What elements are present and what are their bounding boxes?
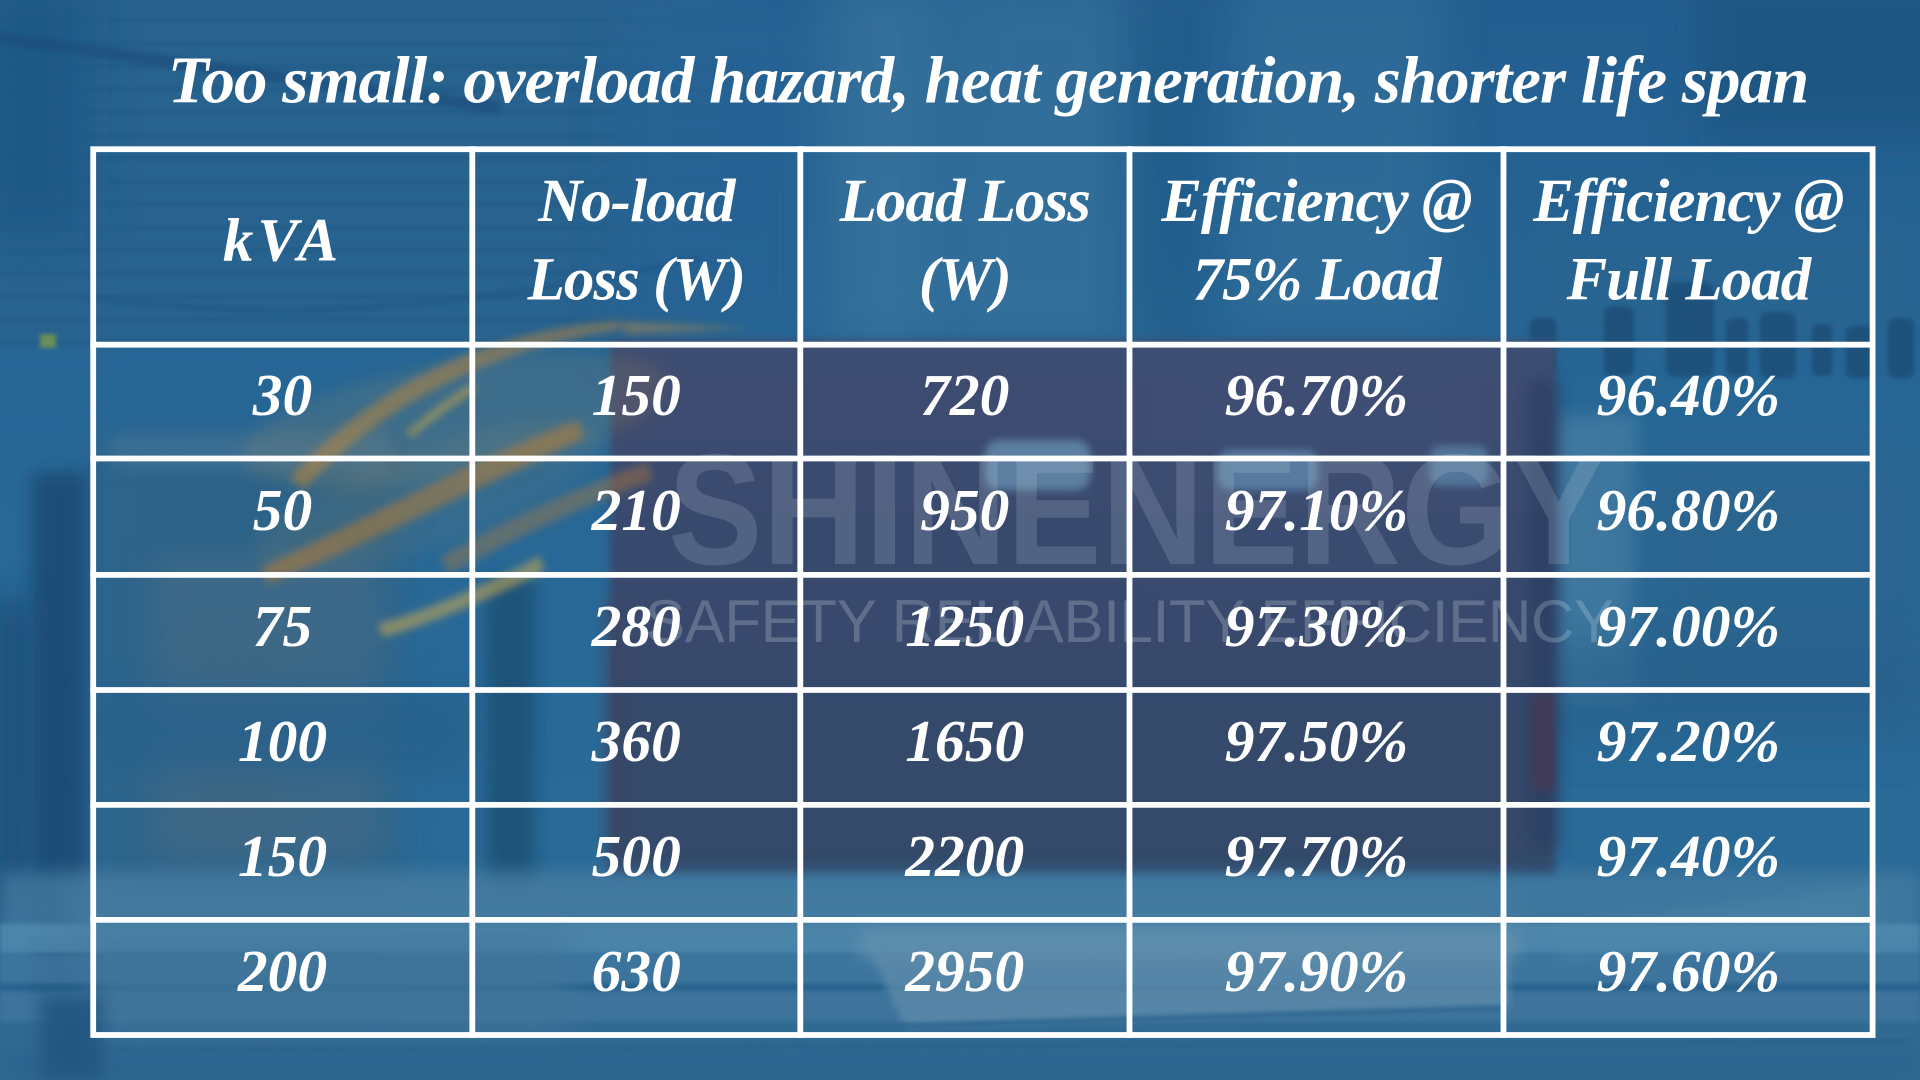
svg-text:1250: 1250 bbox=[905, 593, 1024, 659]
svg-text:150: 150 bbox=[592, 362, 681, 428]
svg-text:97.30%: 97.30% bbox=[1225, 593, 1408, 659]
svg-text:50: 50 bbox=[253, 477, 313, 543]
svg-text:75: 75 bbox=[253, 593, 313, 659]
svg-text:Load Loss: Load Loss bbox=[839, 168, 1090, 235]
svg-text:2200: 2200 bbox=[904, 823, 1024, 889]
svg-text:Full Load: Full Load bbox=[1566, 247, 1813, 314]
svg-text:97.90%: 97.90% bbox=[1225, 938, 1408, 1004]
svg-text:30: 30 bbox=[252, 362, 313, 428]
svg-text:97.20%: 97.20% bbox=[1597, 708, 1780, 774]
svg-text:150: 150 bbox=[238, 823, 327, 889]
svg-text:SHINENERGY: SHINENERGY bbox=[668, 422, 1606, 598]
svg-text:No-load: No-load bbox=[537, 168, 737, 235]
svg-text:950: 950 bbox=[920, 477, 1009, 543]
svg-text:630: 630 bbox=[592, 938, 681, 1004]
svg-text:96.80%: 96.80% bbox=[1597, 477, 1780, 543]
svg-text:2950: 2950 bbox=[904, 938, 1024, 1004]
svg-text:Too small: overload hazard, he: Too small: overload hazard, heat generat… bbox=[168, 44, 1808, 118]
svg-text:280: 280 bbox=[591, 593, 681, 659]
svg-text:Loss (W): Loss (W) bbox=[527, 247, 745, 314]
svg-text:(W): (W) bbox=[919, 247, 1011, 314]
svg-text:500: 500 bbox=[592, 823, 681, 889]
svg-text:97.60%: 97.60% bbox=[1597, 938, 1780, 1004]
svg-text:97.50%: 97.50% bbox=[1225, 708, 1408, 774]
svg-text:kVA: kVA bbox=[223, 208, 342, 275]
svg-text:96.40%: 96.40% bbox=[1597, 362, 1780, 428]
svg-text:Efficiency @: Efficiency @ bbox=[1532, 168, 1844, 235]
svg-text:1650: 1650 bbox=[905, 708, 1024, 774]
svg-text:720: 720 bbox=[920, 362, 1009, 428]
svg-text:97.70%: 97.70% bbox=[1225, 823, 1408, 889]
svg-text:96.70%: 96.70% bbox=[1225, 362, 1408, 428]
svg-text:100: 100 bbox=[238, 708, 327, 774]
svg-text:210: 210 bbox=[591, 477, 681, 543]
svg-text:Efficiency @: Efficiency @ bbox=[1160, 168, 1472, 235]
svg-text:360: 360 bbox=[591, 708, 681, 774]
svg-text:97.40%: 97.40% bbox=[1597, 823, 1780, 889]
svg-text:97.00%: 97.00% bbox=[1597, 593, 1780, 659]
svg-text:200: 200 bbox=[237, 938, 327, 1004]
svg-text:97.10%: 97.10% bbox=[1225, 477, 1408, 543]
svg-text:75% Load: 75% Load bbox=[1193, 247, 1443, 314]
